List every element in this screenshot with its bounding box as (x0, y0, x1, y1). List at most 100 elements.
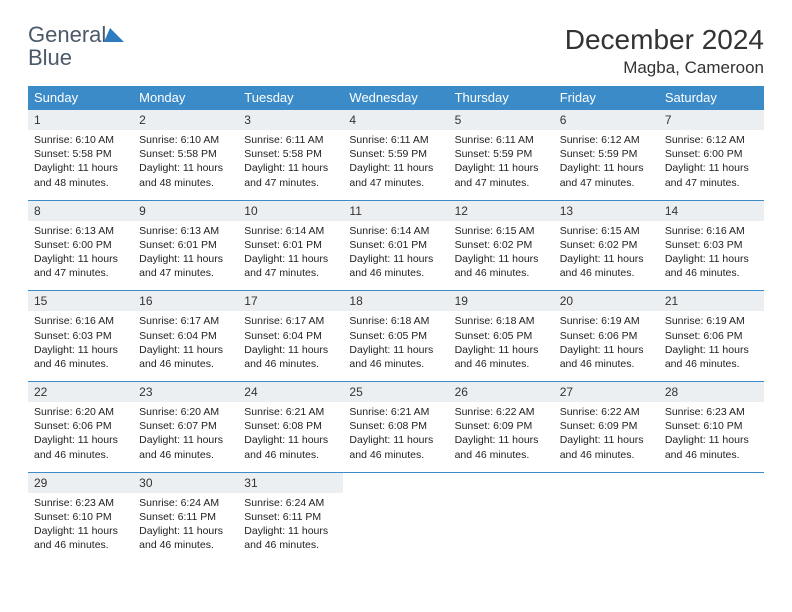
day-cell: 23Sunrise: 6:20 AMSunset: 6:07 PMDayligh… (133, 382, 238, 473)
daylight-text: Daylight: 11 hours and 46 minutes. (34, 343, 127, 371)
day-body: Sunrise: 6:23 AMSunset: 6:10 PMDaylight:… (659, 402, 764, 472)
day-body: Sunrise: 6:18 AMSunset: 6:05 PMDaylight:… (343, 311, 448, 381)
sunset-text: Sunset: 5:59 PM (455, 147, 548, 161)
day-cell: 21Sunrise: 6:19 AMSunset: 6:06 PMDayligh… (659, 291, 764, 382)
header: General Blue December 2024 Magba, Camero… (28, 24, 764, 78)
sunset-text: Sunset: 6:00 PM (665, 147, 758, 161)
day-number: 22 (28, 382, 133, 402)
sunrise-text: Sunrise: 6:18 AM (349, 314, 442, 328)
sunrise-text: Sunrise: 6:10 AM (139, 133, 232, 147)
sunrise-text: Sunrise: 6:12 AM (665, 133, 758, 147)
sunrise-text: Sunrise: 6:17 AM (139, 314, 232, 328)
day-cell (554, 472, 659, 562)
daylight-text: Daylight: 11 hours and 46 minutes. (244, 433, 337, 461)
calendar-table: Sunday Monday Tuesday Wednesday Thursday… (28, 86, 764, 562)
day-body: Sunrise: 6:15 AMSunset: 6:02 PMDaylight:… (554, 221, 659, 291)
daylight-text: Daylight: 11 hours and 46 minutes. (139, 524, 232, 552)
day-number: 1 (28, 110, 133, 130)
day-body: Sunrise: 6:10 AMSunset: 5:58 PMDaylight:… (133, 130, 238, 200)
day-body: Sunrise: 6:11 AMSunset: 5:59 PMDaylight:… (449, 130, 554, 200)
day-cell: 28Sunrise: 6:23 AMSunset: 6:10 PMDayligh… (659, 382, 764, 473)
day-cell: 12Sunrise: 6:15 AMSunset: 6:02 PMDayligh… (449, 200, 554, 291)
sunrise-text: Sunrise: 6:10 AM (34, 133, 127, 147)
dow-friday: Friday (554, 86, 659, 110)
daylight-text: Daylight: 11 hours and 46 minutes. (349, 252, 442, 280)
daylight-text: Daylight: 11 hours and 47 minutes. (455, 161, 548, 189)
sunrise-text: Sunrise: 6:12 AM (560, 133, 653, 147)
day-cell: 8Sunrise: 6:13 AMSunset: 6:00 PMDaylight… (28, 200, 133, 291)
sunrise-text: Sunrise: 6:23 AM (34, 496, 127, 510)
day-body: Sunrise: 6:20 AMSunset: 6:07 PMDaylight:… (133, 402, 238, 472)
sunset-text: Sunset: 5:58 PM (244, 147, 337, 161)
daylight-text: Daylight: 11 hours and 46 minutes. (139, 343, 232, 371)
week-row: 15Sunrise: 6:16 AMSunset: 6:03 PMDayligh… (28, 291, 764, 382)
day-body: Sunrise: 6:12 AMSunset: 6:00 PMDaylight:… (659, 130, 764, 200)
daylight-text: Daylight: 11 hours and 47 minutes. (244, 161, 337, 189)
day-cell: 5Sunrise: 6:11 AMSunset: 5:59 PMDaylight… (449, 110, 554, 201)
calendar-body: 1Sunrise: 6:10 AMSunset: 5:58 PMDaylight… (28, 110, 764, 563)
daylight-text: Daylight: 11 hours and 46 minutes. (560, 252, 653, 280)
day-cell: 15Sunrise: 6:16 AMSunset: 6:03 PMDayligh… (28, 291, 133, 382)
day-number: 17 (238, 291, 343, 311)
sunset-text: Sunset: 6:09 PM (455, 419, 548, 433)
day-number: 31 (238, 473, 343, 493)
day-cell: 31Sunrise: 6:24 AMSunset: 6:11 PMDayligh… (238, 472, 343, 562)
day-cell: 3Sunrise: 6:11 AMSunset: 5:58 PMDaylight… (238, 110, 343, 201)
day-body: Sunrise: 6:14 AMSunset: 6:01 PMDaylight:… (238, 221, 343, 291)
day-cell (449, 472, 554, 562)
sunrise-text: Sunrise: 6:15 AM (455, 224, 548, 238)
day-cell: 22Sunrise: 6:20 AMSunset: 6:06 PMDayligh… (28, 382, 133, 473)
day-number: 5 (449, 110, 554, 130)
day-number: 23 (133, 382, 238, 402)
sunrise-text: Sunrise: 6:16 AM (665, 224, 758, 238)
day-number: 9 (133, 201, 238, 221)
sunset-text: Sunset: 6:11 PM (139, 510, 232, 524)
daylight-text: Daylight: 11 hours and 47 minutes. (139, 252, 232, 280)
day-number: 15 (28, 291, 133, 311)
sunrise-text: Sunrise: 6:21 AM (349, 405, 442, 419)
sunrise-text: Sunrise: 6:19 AM (665, 314, 758, 328)
day-number: 4 (343, 110, 448, 130)
sunset-text: Sunset: 5:58 PM (139, 147, 232, 161)
week-row: 8Sunrise: 6:13 AMSunset: 6:00 PMDaylight… (28, 200, 764, 291)
day-cell: 16 Sunrise: 6:17 AMSunset: 6:04 PMDayligh… (133, 291, 238, 382)
day-body: Sunrise: 6:16 AMSunset: 6:03 PMDaylight:… (28, 311, 133, 381)
day-body: Sunrise: 6:13 AMSunset: 6:00 PMDaylight:… (28, 221, 133, 291)
sunset-text: Sunset: 6:09 PM (560, 419, 653, 433)
day-number: 28 (659, 382, 764, 402)
day-body: Sunrise: 6:21 AMSunset: 6:08 PMDaylight:… (238, 402, 343, 472)
sunset-text: Sunset: 6:10 PM (665, 419, 758, 433)
sunrise-text: Sunrise: 6:11 AM (455, 133, 548, 147)
day-number: 19 (449, 291, 554, 311)
day-body: Sunrise: 6:19 AMSunset: 6:06 PMDaylight:… (554, 311, 659, 381)
sunset-text: Sunset: 6:10 PM (34, 510, 127, 524)
day-number: 16 (133, 291, 238, 311)
arrow-icon (104, 26, 124, 42)
day-body: Sunrise: 6:24 AMSunset: 6:11 PMDaylight:… (238, 493, 343, 563)
day-cell: 26Sunrise: 6:22 AMSunset: 6:09 PMDayligh… (449, 382, 554, 473)
sunset-text: Sunset: 6:04 PM (139, 329, 232, 343)
day-cell: 20Sunrise: 6:19 AMSunset: 6:06 PMDayligh… (554, 291, 659, 382)
daylight-text: Daylight: 11 hours and 46 minutes. (349, 433, 442, 461)
sunset-text: Sunset: 6:11 PM (244, 510, 337, 524)
day-body: Sunrise: 6:18 AMSunset: 6:05 PMDaylight:… (449, 311, 554, 381)
day-number: 3 (238, 110, 343, 130)
sunset-text: Sunset: 6:00 PM (34, 238, 127, 252)
day-body: Sunrise: 6:16 AMSunset: 6:03 PMDaylight:… (659, 221, 764, 291)
sunrise-text: Sunrise: 6:22 AM (455, 405, 548, 419)
sunrise-text: Sunrise: 6:14 AM (349, 224, 442, 238)
calendar-page: General Blue December 2024 Magba, Camero… (0, 0, 792, 586)
day-body: Sunrise: 6:11 AMSunset: 5:58 PMDaylight:… (238, 130, 343, 200)
sunset-text: Sunset: 6:07 PM (139, 419, 232, 433)
sunrise-text: Sunrise: 6:24 AM (139, 496, 232, 510)
daylight-text: Daylight: 11 hours and 46 minutes. (560, 343, 653, 371)
sunrise-text: Sunrise: 6:14 AM (244, 224, 337, 238)
logo-text-general: General (28, 22, 106, 47)
day-number: 13 (554, 201, 659, 221)
sunrise-text: Sunrise: 6:13 AM (34, 224, 127, 238)
day-number: 8 (28, 201, 133, 221)
sunset-text: Sunset: 5:59 PM (560, 147, 653, 161)
day-body: Sunrise: 6:21 AMSunset: 6:08 PMDaylight:… (343, 402, 448, 472)
day-body: Sunrise: 6:17 AMSunset: 6:04 PMDaylight:… (238, 311, 343, 381)
sunset-text: Sunset: 5:58 PM (34, 147, 127, 161)
